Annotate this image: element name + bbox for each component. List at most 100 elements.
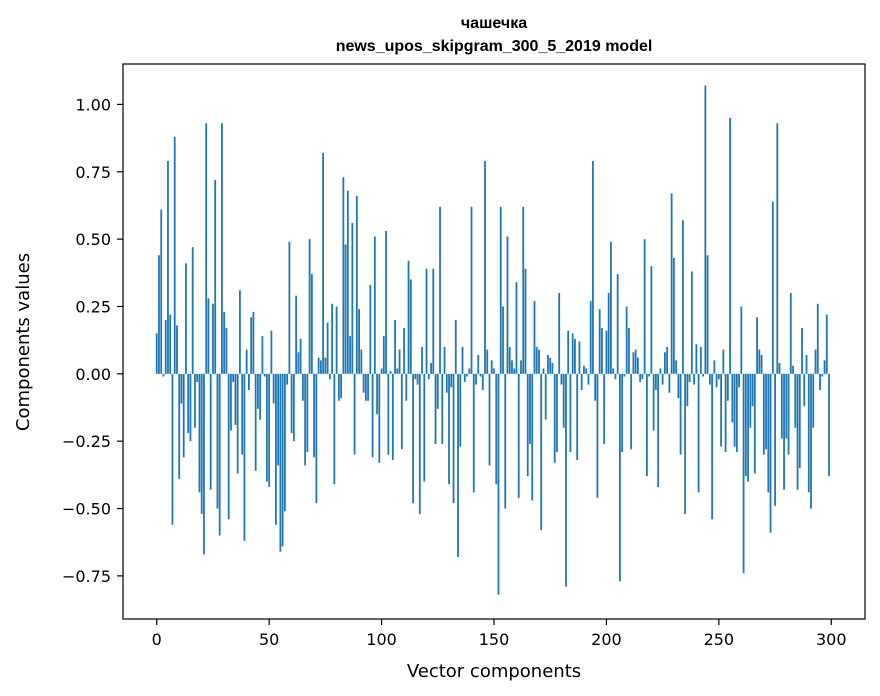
bar-67: [306, 373, 309, 452]
bar-214: [637, 357, 639, 374]
bar-241: [697, 373, 700, 493]
bar-178: [556, 373, 558, 452]
bar-205: [616, 274, 619, 374]
bar-10: [178, 373, 181, 479]
bar-78: [331, 303, 334, 374]
bar-28: [218, 373, 221, 536]
bar-244: [704, 85, 707, 374]
bar-281: [787, 373, 790, 455]
bar-147: [486, 349, 489, 374]
bar-117: [418, 373, 421, 514]
bar-227: [666, 346, 669, 374]
bar-228: [668, 373, 671, 393]
bar-50: [268, 373, 271, 487]
bar-85: [346, 190, 349, 374]
x-tick-label: 250: [704, 630, 735, 649]
bar-217: [643, 239, 646, 374]
bar-105: [391, 373, 394, 461]
bar-104: [389, 371, 392, 374]
bar-236: [686, 373, 689, 407]
bar-289: [805, 354, 808, 374]
x-tick-label: 50: [259, 630, 279, 649]
bar-4: [164, 319, 167, 374]
bar-60: [290, 373, 293, 434]
bar-61: [292, 373, 295, 442]
bar-76: [326, 322, 329, 374]
bar-242: [699, 346, 702, 374]
bar-8: [173, 136, 176, 374]
bar-51: [270, 330, 273, 374]
bar-188: [578, 341, 581, 374]
bar-177: [553, 373, 556, 463]
bar-53: [274, 373, 277, 525]
bar-246: [708, 373, 711, 385]
bar-25: [212, 303, 214, 374]
bar-279: [783, 373, 785, 490]
bar-59: [288, 241, 291, 374]
bar-162: [520, 360, 522, 374]
bar-273: [769, 373, 772, 533]
bar-19: [198, 373, 201, 493]
bar-81: [337, 373, 340, 401]
bar-235: [684, 373, 687, 514]
bar-191: [585, 368, 588, 374]
bar-73: [319, 360, 322, 374]
bar-70: [313, 373, 316, 458]
bar-27: [216, 373, 219, 509]
bar-197: [598, 309, 601, 374]
bar-174: [547, 354, 549, 374]
bar-219: [648, 373, 651, 377]
bar-39: [243, 373, 246, 541]
bar-23: [207, 298, 210, 374]
bar-38: [241, 373, 244, 455]
bar-260: [740, 306, 743, 374]
bar-192: [587, 373, 590, 385]
bar-168: [533, 301, 536, 374]
bar-134: [457, 373, 459, 558]
bar-137: [463, 373, 466, 382]
bar-266: [753, 373, 756, 474]
bar-108: [398, 349, 401, 374]
bar-91: [360, 349, 363, 374]
bar-146: [484, 160, 486, 374]
bar-35: [234, 373, 237, 426]
bar-94: [367, 373, 369, 401]
bar-285: [796, 373, 799, 490]
bar-145: [481, 373, 484, 390]
bar-14: [187, 373, 190, 434]
bar-64: [299, 338, 302, 374]
bar-63: [297, 352, 300, 374]
bar-207: [621, 373, 624, 452]
bar-83: [342, 177, 345, 374]
bar-12: [182, 373, 185, 458]
bar-284: [794, 373, 797, 428]
bar-100: [380, 368, 383, 374]
bar-179: [558, 293, 561, 374]
x-tick-label: 0: [152, 630, 162, 649]
bar-187: [576, 373, 579, 461]
bar-253: [724, 373, 727, 452]
bar-80: [335, 306, 338, 374]
bar-72: [317, 357, 320, 374]
bar-208: [623, 373, 626, 377]
x-axis-label: Vector components: [407, 661, 581, 682]
bar-220: [650, 266, 653, 374]
bar-206: [619, 373, 621, 582]
bar-232: [677, 373, 680, 399]
bar-69: [310, 274, 313, 374]
bar-2: [160, 209, 163, 374]
bar-175: [549, 357, 552, 374]
bar-270: [762, 373, 765, 455]
bar-17: [194, 373, 196, 428]
bar-110: [403, 328, 405, 374]
bar-255: [729, 117, 731, 374]
bar-26: [214, 179, 217, 374]
bar-13: [185, 263, 187, 374]
bar-190: [583, 365, 585, 374]
bar-57: [283, 373, 286, 512]
y-tick-label: 0.75: [75, 163, 111, 182]
bar-226: [663, 352, 666, 374]
bar-271: [765, 373, 767, 450]
bar-44: [254, 373, 257, 471]
bar-22: [205, 123, 208, 374]
